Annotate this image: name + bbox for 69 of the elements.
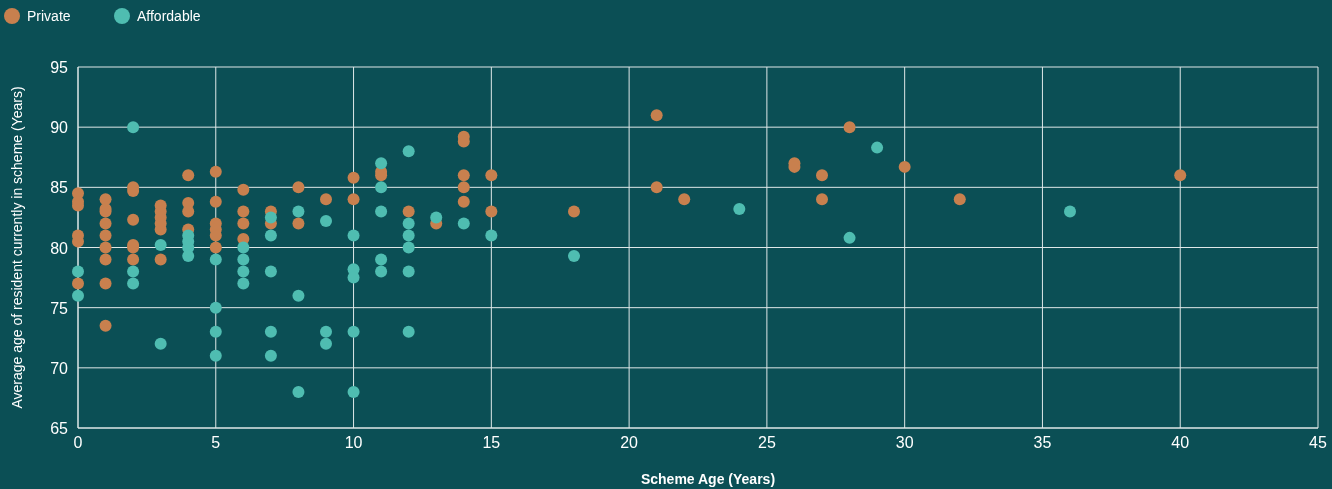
point bbox=[154, 337, 167, 350]
x-tick-label: 35 bbox=[1033, 434, 1052, 451]
legend-label: Affordable bbox=[137, 8, 201, 24]
point bbox=[292, 385, 305, 398]
point bbox=[264, 325, 277, 338]
point bbox=[402, 241, 415, 254]
point bbox=[347, 385, 360, 398]
point bbox=[264, 211, 277, 224]
point bbox=[402, 265, 415, 278]
point bbox=[237, 265, 250, 278]
x-tick-label: 40 bbox=[1171, 434, 1190, 451]
point bbox=[402, 217, 415, 230]
x-axis-title: Scheme Age (Years) bbox=[640, 471, 776, 487]
point bbox=[209, 325, 222, 338]
point bbox=[1064, 205, 1076, 218]
point bbox=[568, 249, 580, 262]
point bbox=[209, 349, 222, 362]
point bbox=[402, 229, 415, 242]
point bbox=[375, 181, 388, 194]
point bbox=[375, 253, 388, 266]
point bbox=[209, 253, 222, 266]
y-tick-label: 95 bbox=[50, 59, 69, 76]
point bbox=[72, 265, 84, 278]
point bbox=[127, 265, 140, 278]
point bbox=[154, 239, 167, 252]
point bbox=[347, 325, 360, 338]
point bbox=[320, 337, 332, 350]
point bbox=[264, 349, 277, 362]
point bbox=[375, 157, 388, 170]
point bbox=[292, 205, 305, 218]
point bbox=[430, 211, 443, 224]
y-tick-label: 80 bbox=[50, 239, 69, 257]
point bbox=[843, 231, 856, 244]
point bbox=[320, 325, 332, 338]
y-tick-label: 65 bbox=[50, 420, 69, 437]
x-tick-label: 15 bbox=[482, 434, 501, 451]
point bbox=[402, 325, 415, 338]
y-tick-label: 90 bbox=[50, 119, 69, 137]
point bbox=[209, 301, 222, 314]
x-tick-label: 45 bbox=[1309, 434, 1327, 451]
point bbox=[457, 217, 470, 230]
y-axis-title: Average age of resident currently in scheme (Years) bbox=[9, 86, 25, 409]
x-tick-label: 5 bbox=[211, 434, 221, 451]
legend-label: Private bbox=[27, 8, 71, 24]
point bbox=[320, 215, 332, 228]
x-tick-label: 20 bbox=[620, 434, 639, 451]
point bbox=[292, 289, 305, 302]
point bbox=[375, 265, 388, 278]
point bbox=[237, 253, 250, 266]
point bbox=[871, 141, 884, 154]
point bbox=[127, 277, 140, 290]
point bbox=[402, 145, 415, 158]
point bbox=[237, 241, 250, 254]
x-tick-label: 10 bbox=[344, 434, 363, 451]
point bbox=[237, 277, 250, 290]
point bbox=[127, 121, 140, 134]
x-tick-label: 0 bbox=[73, 434, 83, 451]
point bbox=[347, 229, 360, 242]
y-tick-label: 70 bbox=[50, 359, 69, 377]
y-tick-label: 85 bbox=[50, 179, 69, 197]
point bbox=[375, 205, 388, 218]
point bbox=[733, 202, 746, 215]
y-tick-label: 75 bbox=[50, 299, 69, 317]
point bbox=[264, 265, 277, 278]
x-tick-label: 25 bbox=[757, 434, 776, 451]
x-tick-label: 30 bbox=[895, 434, 914, 451]
point bbox=[485, 229, 498, 242]
point bbox=[72, 289, 84, 302]
point bbox=[264, 229, 277, 242]
